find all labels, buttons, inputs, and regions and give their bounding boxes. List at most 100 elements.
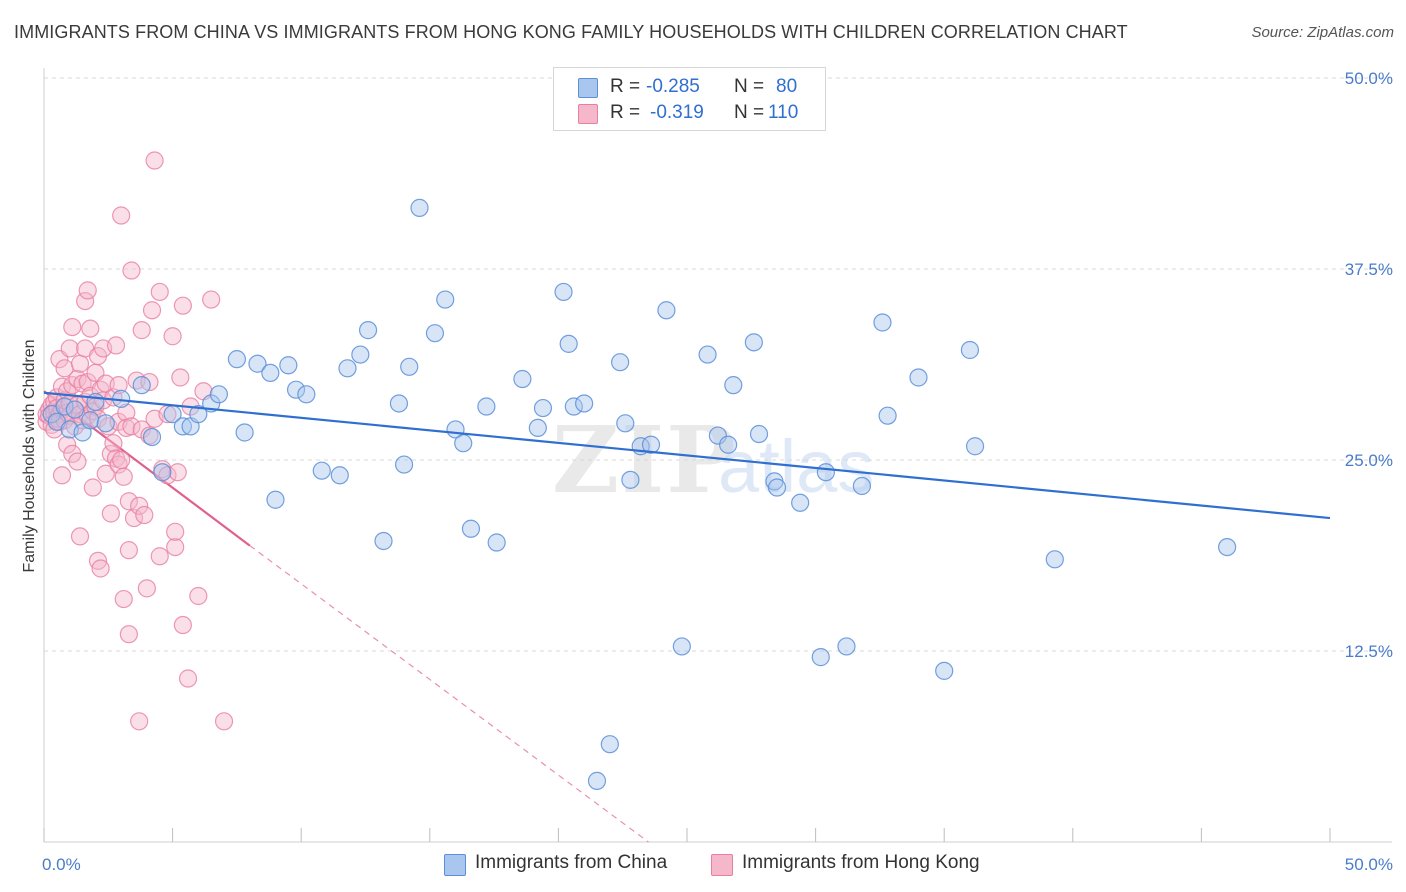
legend-n-value-china: 80 [776,76,798,97]
point-china [266,490,285,509]
point-china [672,637,691,656]
point-china [400,357,419,376]
point-hongkong [83,478,102,497]
point-china [852,476,871,496]
point-china [297,385,316,404]
point-china [312,461,331,480]
y-tick-label: 12.5% [1345,642,1393,661]
point-china [436,290,455,309]
point-china [767,478,787,497]
point-hongkong [178,669,198,688]
point-china [374,531,393,551]
point-hongkong [70,527,90,546]
point-hongkong [101,504,120,523]
legend-r-label: R = [610,76,641,97]
point-hongkong [99,417,118,436]
watermark-zip: ZIP [552,406,737,514]
legend-r-value-china: -0.285 [646,76,700,97]
bottom-legend-label-china: Immigrants from China [475,852,668,873]
point-hongkong [119,541,138,560]
point-hongkong [163,327,182,346]
point-china [81,411,100,430]
point-china [935,661,954,680]
point-hongkong [173,615,192,635]
point-china [811,648,830,667]
legend-n-label: N = [734,102,765,123]
watermark: ZIP atlas [552,406,874,514]
point-china [477,397,496,416]
point-hongkong [52,466,72,485]
point-china [227,350,246,369]
point-china [286,380,306,399]
point-hongkong [145,151,164,170]
point-hongkong [202,290,221,309]
tick-labels: 12.5% 25.0% 37.5% 50.0% 0.0% 50.0% [42,69,1393,874]
point-china [96,414,115,433]
point-hongkong [122,417,141,436]
point-hongkong [91,559,110,578]
point-china [744,333,763,352]
point-hongkong [137,579,156,598]
point-hongkong [81,319,100,338]
trend-line-china-solid [43,391,1331,520]
point-hongkong [114,589,133,609]
point-hongkong [114,467,133,486]
bottom-legend-label-hongkong: Immigrants from Hong Kong [742,852,980,873]
point-hongkong [63,317,82,337]
point-hongkong [112,450,131,470]
legend-n-value-hongkong: 110 [768,102,799,123]
point-china [351,345,370,364]
point-china [86,392,105,412]
point-china [641,435,661,454]
point-china [279,356,298,375]
x-tick-label: 50.0% [1345,855,1393,874]
point-china [65,400,84,419]
point-china [454,434,473,453]
point-china [965,437,985,456]
point-china [1045,550,1064,569]
point-china [873,313,892,332]
point-china [389,394,409,413]
point-china [621,470,640,489]
point-china [909,368,928,387]
point-china [791,493,810,512]
point-china [410,198,429,217]
point-hongkong [189,586,208,606]
point-hongkong [173,296,192,315]
point-hongkong [158,466,177,485]
point-china [487,533,506,552]
point-china [878,406,897,425]
legend-n-label: N = [734,76,765,97]
point-china [248,354,267,373]
point-china [528,418,547,438]
point-hongkong [78,281,97,300]
point-hongkong [214,712,234,731]
point-hongkong [171,368,190,387]
point-china [837,637,856,656]
point-china [338,359,357,378]
point-hongkong [168,463,187,482]
point-hongkong [76,291,95,311]
point-hongkong [68,452,87,471]
point-china [209,385,228,404]
point-china [330,466,349,485]
points-hongkong [37,151,234,731]
trend-line-china [43,391,1331,520]
point-hongkong [106,336,126,355]
point-hongkong [60,339,79,358]
point-china [554,282,573,302]
point-hongkong [119,492,138,511]
point-china [1218,537,1237,557]
legend-swatch-china [578,78,598,98]
point-china [394,455,414,474]
point-hongkong [130,712,149,731]
point-china [153,463,172,482]
legend: R = -0.285 N = 80 R = -0.319 N = 110 [553,67,826,131]
bottom-legend-swatch-hongkong [711,854,733,876]
point-china [533,398,553,418]
point-hongkong [119,625,138,644]
point-china [461,519,481,538]
point-china [616,414,635,433]
point-china [575,394,594,413]
